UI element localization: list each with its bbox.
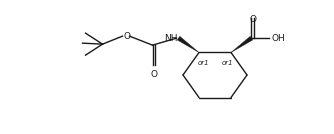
Text: O: O — [249, 15, 256, 24]
Text: O: O — [123, 32, 130, 41]
Polygon shape — [177, 36, 199, 53]
Polygon shape — [231, 36, 253, 53]
Text: OH: OH — [272, 34, 285, 43]
Text: or1: or1 — [197, 60, 209, 66]
Text: O: O — [150, 70, 157, 79]
Text: or1: or1 — [221, 60, 233, 66]
Text: NH: NH — [164, 34, 178, 43]
